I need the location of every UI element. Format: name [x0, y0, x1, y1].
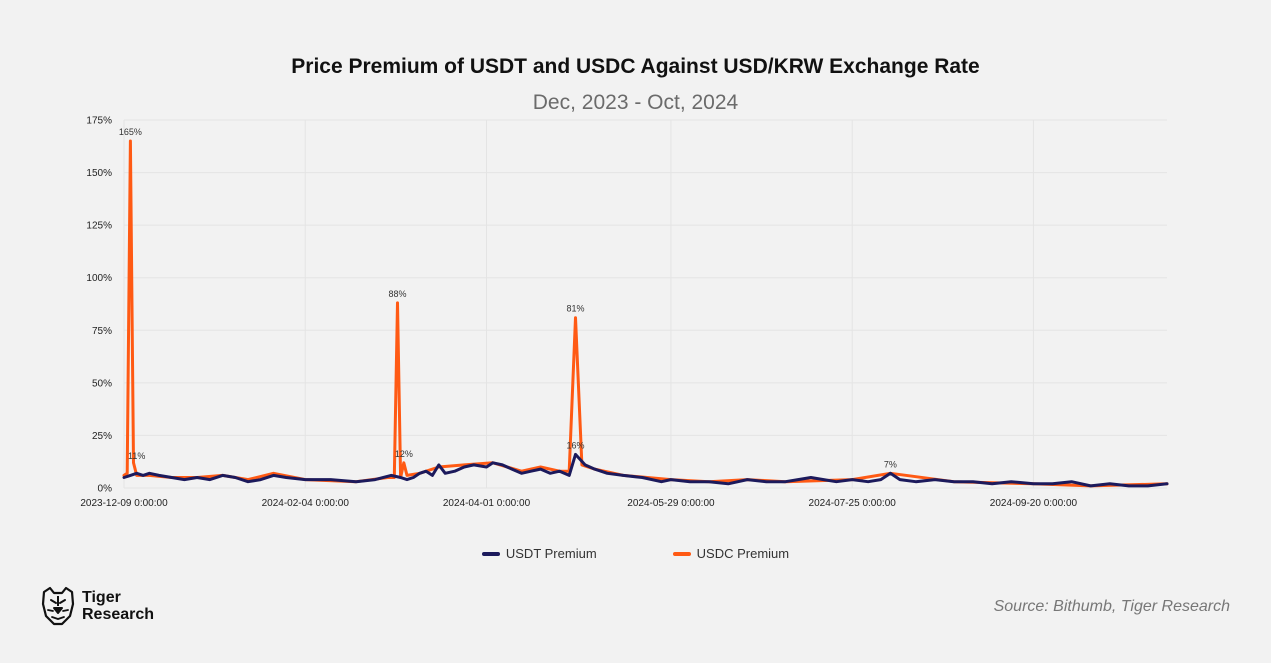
peak-label: 16%: [567, 440, 585, 450]
peak-label: 7%: [884, 459, 897, 469]
logo-line-2: Research: [82, 606, 155, 623]
legend-label-usdt: USDT Premium: [505, 546, 597, 561]
source-note: Source: Bithumb, Tiger Research: [993, 598, 1230, 615]
x-axis: 2023-12-09 0:00:00 2024-02-04 0:00:00 2024…: [80, 498, 1077, 509]
x-tick-label: 2024-07-25 0:00:00: [809, 498, 897, 509]
tiger-head-icon: [41, 586, 75, 626]
y-tick-label: 150%: [86, 168, 112, 179]
y-tick-label: 0%: [98, 484, 113, 495]
legend: USDT Premium USDC Premium: [0, 546, 1271, 561]
peak-label: 165%: [119, 127, 142, 137]
peak-label: 11%: [128, 451, 145, 461]
peak-annotations: 165% 11% 88% 12% 81% 16% 7%: [119, 127, 897, 469]
y-tick-label: 25%: [92, 431, 112, 442]
grid: [123, 119, 1167, 489]
chart-title: Price Premium of USDT and USDC Against U…: [291, 55, 980, 78]
x-tick-label: 2024-05-29 0:00:00: [627, 498, 715, 509]
logo-line-1: Tiger: [82, 589, 121, 606]
x-tick-label: 2023-12-09 0:00:00: [80, 498, 168, 509]
usdt-premium-line: [122, 452, 1169, 488]
legend-swatch-usdc: [672, 551, 691, 556]
legend-label-usdc: USDC Premium: [696, 546, 790, 561]
legend-swatch-usdt: [481, 551, 500, 556]
legend-item-usdt[interactable]: USDT Premium: [481, 546, 597, 561]
y-tick-label: 75%: [92, 326, 112, 337]
series-lines: [122, 139, 1169, 488]
y-axis: 0% 25% 50% 75% 100% 125% 150% 175%: [86, 116, 112, 495]
x-tick-label: 2024-02-04 0:00:00: [262, 498, 350, 509]
peak-label: 88%: [388, 289, 406, 299]
brand-logo: Tiger Research: [40, 586, 154, 626]
peak-label: 12%: [395, 449, 413, 459]
chart-subtitle: Dec, 2023 - Oct, 2024: [532, 91, 739, 114]
usdc-premium-line: [122, 139, 1169, 488]
y-tick-label: 175%: [86, 116, 112, 127]
peak-label: 81%: [567, 304, 585, 314]
x-tick-label: 2024-04-01 0:00:00: [443, 498, 531, 509]
y-tick-label: 100%: [86, 273, 112, 284]
y-tick-label: 125%: [86, 221, 112, 232]
x-tick-label: 2024-09-20 0:00:00: [990, 498, 1078, 509]
y-tick-label: 50%: [92, 378, 112, 389]
legend-item-usdc[interactable]: USDC Premium: [672, 546, 790, 561]
